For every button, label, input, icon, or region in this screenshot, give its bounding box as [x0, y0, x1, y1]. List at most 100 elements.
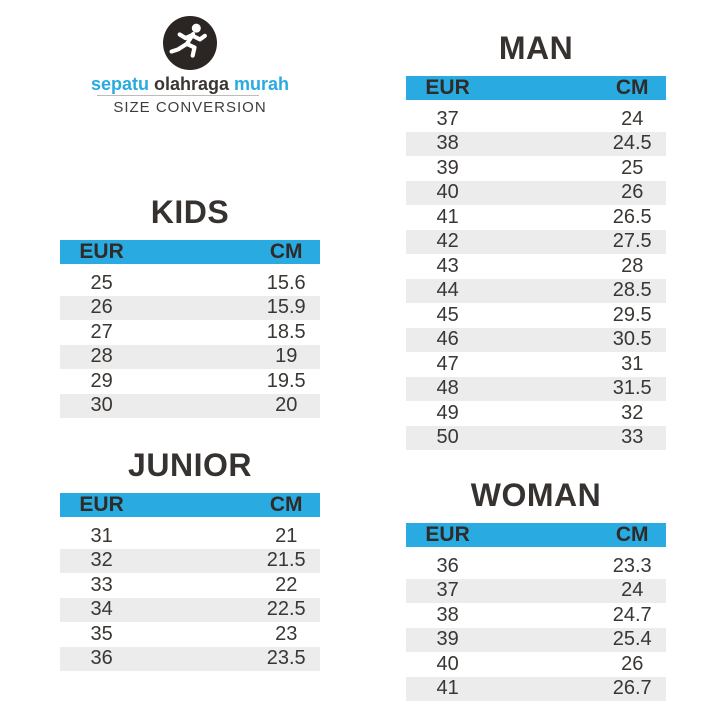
woman-section: WOMAN EUR CM 36 23.3 37 24 38 24.7 39 25.4 40 26 4… [406, 474, 666, 701]
cm-value: 24.5 [612, 132, 652, 155]
column-header-cm: CM [615, 76, 649, 99]
cm-value: 23.3 [612, 554, 652, 577]
table-row: 36 23.3 [406, 554, 666, 579]
table-row: 47 31 [406, 352, 666, 377]
table-row: 48 31.5 [406, 376, 666, 401]
cm-value: 20 [275, 394, 298, 417]
section-title-woman: WOMAN [470, 477, 602, 513]
table-row: 44 28.5 [406, 278, 666, 303]
cm-value: 15.6 [266, 271, 306, 294]
cm-value: 29.5 [612, 303, 652, 326]
brand-logo [163, 16, 217, 70]
kids-table-body: 25 15.6 26 15.9 27 18.5 28 19 29 19.5 30 20 [60, 271, 320, 418]
cm-value: 25.4 [612, 628, 652, 651]
eur-value: 49 [436, 401, 459, 424]
junior-table-body: 31 21 32 21.5 33 22 34 22.5 35 23 36 23.5 [60, 524, 320, 671]
table-row: 28 19 [60, 344, 320, 369]
eur-value: 43 [436, 254, 459, 277]
cm-value: 24 [621, 579, 644, 602]
eur-value: 36 [90, 647, 113, 670]
cm-value: 15.9 [266, 296, 306, 319]
brand-name: sepatu olahraga murah [60, 74, 320, 94]
eur-value: 47 [436, 352, 459, 375]
cm-value: 28.5 [612, 279, 652, 302]
eur-value: 42 [436, 230, 459, 253]
cm-value: 23.5 [266, 647, 306, 670]
brand-word-sepatu: sepatu [90, 74, 149, 94]
column-header-cm: CM [269, 493, 303, 516]
cm-value: 26 [621, 181, 644, 204]
woman-table-header: EUR CM [406, 523, 666, 547]
eur-value: 39 [436, 156, 459, 179]
brand-header: sepatu olahraga murah SIZE CONVERSION [60, 16, 320, 116]
cm-value: 27.5 [612, 230, 652, 253]
table-row: 41 26.5 [406, 205, 666, 230]
cm-value: 25 [621, 156, 644, 179]
cm-value: 22.5 [266, 598, 306, 621]
junior-table-header: EUR CM [60, 493, 320, 517]
cm-value: 23 [275, 622, 298, 645]
table-row: 46 30.5 [406, 327, 666, 352]
kids-table-header: EUR CM [60, 240, 320, 264]
man-section: MAN EUR CM 37 24 38 24.5 39 25 40 26 41 26.5 42 27.… [406, 27, 666, 450]
eur-value: 50 [436, 426, 459, 449]
table-row: 50 33 [406, 425, 666, 450]
man-table-body: 37 24 38 24.5 39 25 40 26 41 26.5 42 27.5 43 28 44 28.5… [406, 107, 666, 450]
cm-value: 33 [621, 426, 644, 449]
eur-value: 37 [436, 107, 459, 130]
cm-value: 24.7 [612, 603, 652, 626]
cm-value: 30.5 [612, 328, 652, 351]
table-row: 38 24.5 [406, 131, 666, 156]
table-row: 39 25 [406, 156, 666, 181]
eur-value: 41 [436, 205, 459, 228]
table-row: 45 29.5 [406, 303, 666, 328]
table-row: 43 28 [406, 254, 666, 279]
table-row: 40 26 [406, 652, 666, 677]
brand-subtitle: SIZE CONVERSION [113, 99, 267, 116]
table-row: 27 18.5 [60, 320, 320, 345]
eur-value: 29 [90, 369, 113, 392]
table-row: 30 20 [60, 393, 320, 418]
eur-value: 32 [90, 549, 113, 572]
table-row: 34 22.5 [60, 597, 320, 622]
eur-value: 39 [436, 628, 459, 651]
table-row: 41 26.7 [406, 676, 666, 701]
section-title-junior: JUNIOR [128, 447, 252, 483]
eur-value: 27 [90, 320, 113, 343]
table-row: 37 24 [406, 107, 666, 132]
table-row: 32 21.5 [60, 548, 320, 573]
brand-word-murah: murah [234, 74, 290, 94]
eur-value: 48 [436, 377, 459, 400]
column-header-cm: CM [269, 240, 303, 263]
cm-value: 24 [621, 107, 644, 130]
cm-value: 18.5 [266, 320, 306, 343]
brand-underline [97, 95, 259, 96]
cm-value: 21.5 [266, 549, 306, 572]
cm-value: 31.5 [612, 377, 652, 400]
eur-value: 38 [436, 132, 459, 155]
column-header-cm: CM [615, 523, 649, 546]
eur-value: 40 [436, 181, 459, 204]
table-row: 39 25.4 [406, 627, 666, 652]
section-title-kids: KIDS [150, 194, 230, 230]
brand-word-olahraga: olahraga [153, 74, 230, 94]
cm-value: 31 [621, 352, 644, 375]
woman-table-body: 36 23.3 37 24 38 24.7 39 25.4 40 26 41 26.7 [406, 554, 666, 701]
cm-value: 22 [275, 573, 298, 596]
runner-icon [163, 16, 217, 70]
eur-value: 33 [90, 573, 113, 596]
cm-value: 19 [275, 345, 298, 368]
eur-value: 31 [90, 524, 113, 547]
table-row: 29 19.5 [60, 369, 320, 394]
cm-value: 32 [621, 401, 644, 424]
table-row: 35 23 [60, 622, 320, 647]
eur-value: 26 [90, 296, 113, 319]
table-row: 38 24.7 [406, 603, 666, 628]
cm-value: 26.5 [612, 205, 652, 228]
kids-section: KIDS EUR CM 25 15.6 26 15.9 27 18.5 28 19 29 19.5… [60, 191, 320, 418]
eur-value: 36 [436, 554, 459, 577]
eur-value: 35 [90, 622, 113, 645]
eur-value: 41 [436, 677, 459, 700]
column-header-eur: EUR [425, 76, 470, 99]
eur-value: 37 [436, 579, 459, 602]
